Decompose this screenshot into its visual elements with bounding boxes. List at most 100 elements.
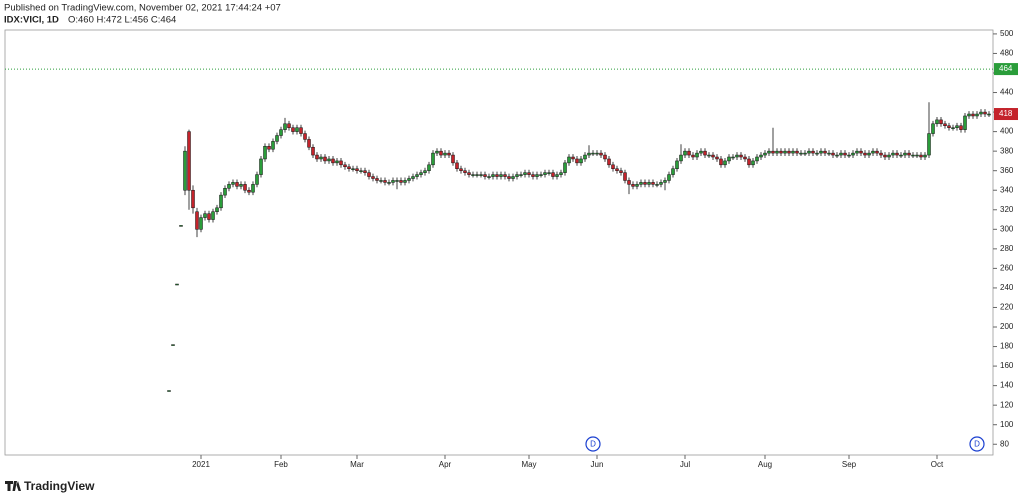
candle-body — [179, 225, 183, 227]
ohlc-legend: O:460 H:472 L:456 C:464 — [68, 15, 176, 26]
candle-body — [751, 160, 755, 166]
candle-body — [907, 152, 911, 156]
candle-body — [227, 184, 231, 189]
candle-body — [863, 152, 867, 156]
candle-body — [531, 174, 535, 177]
candle-body — [975, 113, 979, 117]
candle-body — [199, 217, 203, 230]
candle-body — [899, 154, 903, 157]
candle-body — [539, 174, 543, 176]
price-line-badge — [994, 63, 1018, 76]
candle-body — [343, 164, 347, 168]
candle-body — [387, 182, 391, 184]
candle-body — [659, 182, 663, 185]
x-tick-label: Mar — [350, 460, 364, 469]
candle-body — [831, 152, 835, 156]
candle-body — [731, 156, 735, 159]
candle-body — [419, 172, 423, 175]
candle-body — [771, 150, 775, 154]
y-tick-label: 340 — [1000, 185, 1014, 194]
candle-body — [587, 152, 591, 156]
candle-body — [643, 182, 647, 185]
candle-body — [215, 207, 219, 212]
x-tick-label: Oct — [931, 460, 944, 469]
event-marker — [969, 436, 985, 452]
candle-body — [463, 170, 467, 173]
candle-body — [243, 184, 247, 191]
candle-body — [775, 150, 779, 154]
candle-body — [707, 154, 711, 157]
candle-body — [927, 133, 931, 156]
candle-body — [735, 154, 739, 158]
candle-body — [879, 152, 883, 156]
candle-body — [507, 176, 511, 179]
y-tick-label: 160 — [1000, 361, 1014, 370]
candle-body — [283, 123, 287, 130]
candle-body — [783, 150, 787, 154]
candle-body — [619, 170, 623, 173]
candle-body — [979, 111, 983, 115]
candle-body — [251, 184, 255, 193]
candle-body — [491, 174, 495, 177]
candle-body — [939, 119, 943, 125]
candle-body — [583, 154, 587, 160]
candle-body — [651, 182, 655, 185]
candle-body — [563, 162, 567, 173]
candle-body — [911, 154, 915, 157]
candle-body — [555, 174, 559, 177]
candle-body — [923, 154, 927, 158]
candle-body — [639, 182, 643, 185]
candle-body — [627, 180, 631, 185]
candle-body — [935, 119, 939, 125]
candle-body — [271, 141, 275, 150]
candle-body — [767, 150, 771, 154]
candle-body — [851, 152, 855, 156]
candle-body — [403, 180, 407, 183]
candle-body — [303, 133, 307, 140]
y-tick-label: 100 — [1000, 420, 1014, 429]
candle-body — [895, 152, 899, 156]
candle-body — [431, 152, 435, 166]
candle-body — [167, 390, 171, 392]
candle-body — [683, 150, 687, 156]
candle-body — [711, 154, 715, 158]
y-tick-label: 480 — [1000, 49, 1014, 58]
x-tick-label: May — [521, 460, 536, 469]
candle-body — [519, 174, 523, 176]
candle-body — [499, 174, 503, 177]
candle-body — [195, 211, 199, 230]
candle-body — [459, 168, 463, 171]
candle-body — [375, 178, 379, 181]
candle-body — [799, 152, 803, 155]
candle-body — [715, 156, 719, 160]
candle-body — [475, 174, 479, 176]
candle-body — [727, 156, 731, 162]
candle-body — [795, 150, 799, 154]
candle-body — [603, 154, 607, 160]
candle-body — [847, 154, 851, 157]
event-marker — [585, 436, 601, 452]
candle-body — [679, 154, 683, 162]
candle-body — [615, 168, 619, 171]
candle-body — [291, 127, 295, 132]
candle-body — [755, 156, 759, 162]
candle-body — [319, 156, 323, 160]
candle-body — [219, 194, 223, 209]
candle-body — [955, 125, 959, 128]
candle-body — [575, 158, 579, 164]
event-label: D — [590, 440, 596, 449]
candle-body — [971, 113, 975, 117]
candle-body — [435, 150, 439, 154]
candle-body — [747, 158, 751, 166]
x-tick-label: Jul — [680, 460, 690, 469]
candle-body — [447, 152, 451, 156]
y-tick-label: 400 — [1000, 127, 1014, 136]
candle-body — [407, 178, 411, 181]
candle-body — [599, 152, 603, 156]
candle-body — [315, 154, 319, 160]
candle-body — [391, 180, 395, 183]
candle-body — [967, 113, 971, 117]
y-tick-label: 280 — [1000, 244, 1014, 253]
candle-body — [687, 150, 691, 156]
